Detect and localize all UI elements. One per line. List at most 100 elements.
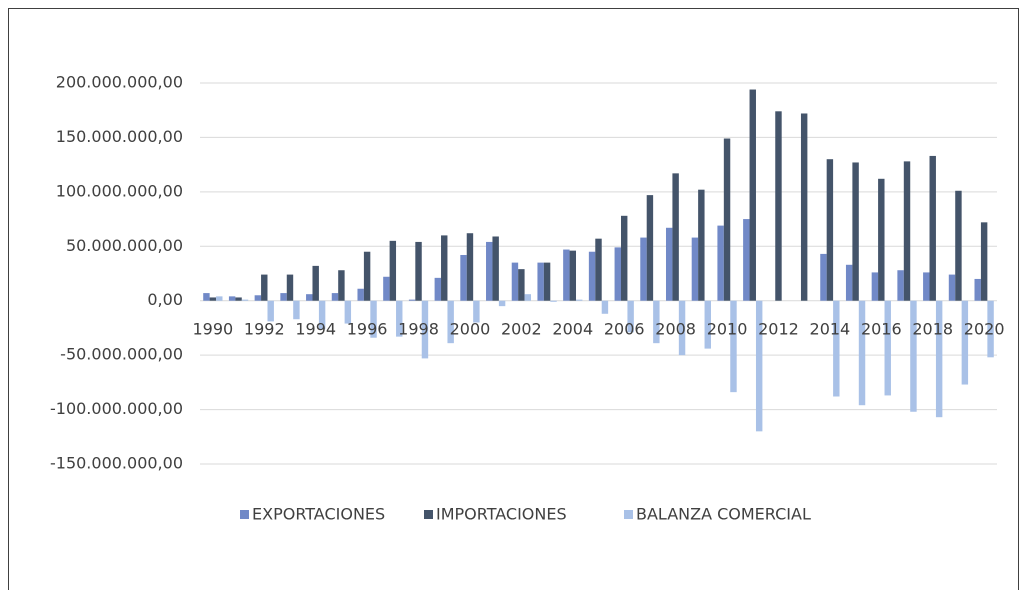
bar (800, 113, 808, 301)
y-tick-label: -150.000.000,00 (50, 454, 183, 473)
y-tick-label: 100.000.000,00 (56, 181, 183, 200)
bar (730, 300, 737, 393)
bar (537, 262, 544, 301)
bar (672, 173, 679, 301)
x-tick-label: 2004 (552, 320, 593, 339)
bar (286, 274, 294, 301)
x-tick-label: 2020 (964, 320, 1005, 339)
bar (974, 278, 981, 301)
x-tick-label: 2000 (450, 320, 491, 339)
bar (318, 300, 326, 330)
bar (704, 300, 711, 349)
bar (434, 277, 442, 301)
bar (408, 299, 416, 301)
bar (620, 215, 628, 301)
bar (312, 265, 319, 301)
bar (646, 195, 654, 301)
x-tick-label: 2002 (501, 320, 542, 339)
bar (363, 251, 371, 301)
bar (383, 276, 390, 301)
legend-label: EXPORTACIONES (252, 505, 385, 524)
bar (370, 300, 377, 338)
bar (691, 237, 699, 301)
bar (492, 236, 499, 301)
bar (228, 296, 236, 301)
bar (852, 162, 859, 301)
bar (897, 270, 904, 301)
y-tick-label: 150.000.000,00 (56, 127, 183, 146)
bar (775, 111, 782, 301)
bar (511, 262, 519, 301)
bar (614, 247, 621, 301)
y-tick-label: -50.000.000,00 (60, 345, 183, 364)
bar (833, 300, 840, 397)
bar (241, 299, 249, 301)
bar (563, 249, 570, 301)
x-tick-label: 2012 (758, 320, 799, 339)
bar (923, 272, 930, 301)
bar (293, 300, 300, 320)
y-tick-label: 0,00 (147, 290, 183, 309)
bar (878, 178, 885, 301)
bar (338, 270, 345, 301)
x-tick-label: 2016 (861, 320, 902, 339)
bar (267, 300, 274, 322)
bar (743, 219, 750, 301)
bar (698, 189, 705, 301)
bar (460, 254, 467, 301)
bar (929, 155, 936, 301)
bar (826, 159, 834, 301)
bar (845, 264, 853, 301)
bar (980, 222, 988, 301)
bar (306, 294, 313, 301)
bar (280, 293, 287, 301)
bar (858, 300, 866, 406)
bar (550, 300, 557, 302)
legend-label: BALANZA COMERCIAL (636, 505, 811, 524)
bar (518, 269, 525, 301)
bar (486, 241, 493, 301)
bar (627, 300, 634, 333)
bar (203, 293, 210, 301)
bar (447, 300, 454, 344)
x-tick-label: 2010 (707, 320, 748, 339)
bar (987, 300, 994, 358)
bar (595, 238, 602, 301)
bar (665, 227, 673, 301)
bar (749, 89, 756, 301)
bar (524, 294, 532, 301)
y-tick-label: -100.000.000,00 (50, 399, 183, 418)
bar (955, 190, 962, 301)
bar (755, 300, 763, 432)
bar (331, 293, 339, 301)
bar (261, 274, 268, 301)
bar (653, 300, 660, 344)
bar (466, 233, 474, 301)
x-tick-label: 2008 (655, 320, 696, 339)
bar (820, 253, 827, 301)
bar (543, 262, 551, 301)
bar (723, 138, 731, 301)
x-tick-label: 1996 (347, 320, 388, 339)
bar (601, 300, 609, 314)
bar (910, 300, 917, 412)
x-tick-label: 1994 (295, 320, 336, 339)
bar (441, 235, 448, 301)
bar (235, 297, 242, 301)
bar (588, 251, 596, 301)
bar (396, 300, 403, 337)
legend-swatch (624, 510, 633, 519)
x-tick-label: 1998 (398, 320, 439, 339)
x-tick-label: 2006 (604, 320, 645, 339)
bar (640, 237, 647, 301)
y-tick-label: 200.000.000,00 (56, 73, 183, 92)
x-tick-label: 2014 (810, 320, 851, 339)
bar (344, 300, 352, 324)
bar (498, 300, 506, 307)
bar (415, 241, 422, 301)
bar (948, 274, 956, 301)
bar (389, 240, 397, 301)
bar (209, 297, 217, 301)
bar (569, 250, 577, 301)
